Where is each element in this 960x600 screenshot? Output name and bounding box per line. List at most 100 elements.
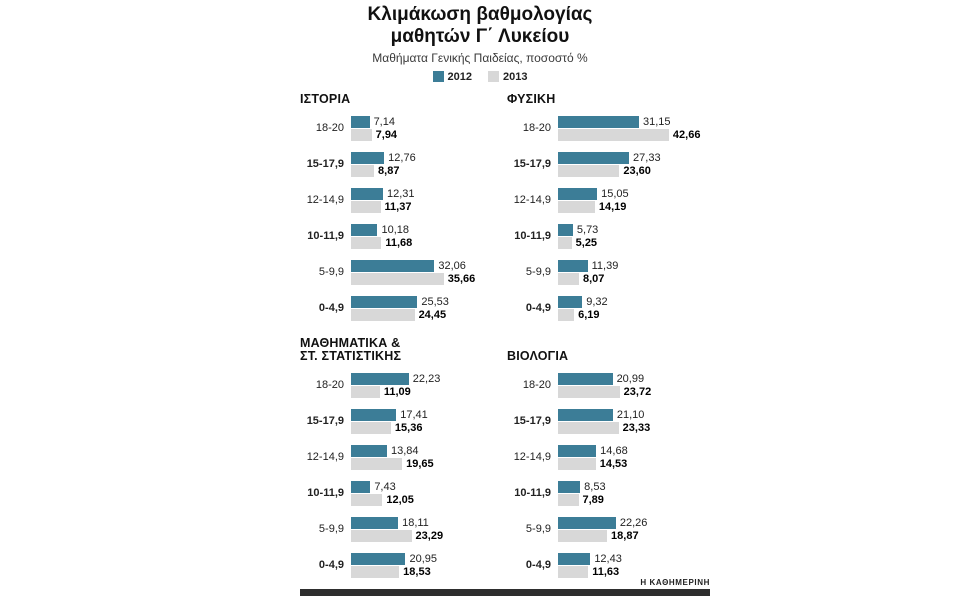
value-2013: 6,19 xyxy=(578,308,600,321)
chart-panel-title: ΙΣΤΟΡΙΑ xyxy=(300,92,351,107)
bar-group: 7,14 7,94 xyxy=(351,115,505,142)
value-2013: 15,36 xyxy=(394,421,423,434)
bar-line-2012: 8,53 xyxy=(558,480,712,493)
bar-line-2013: 12,05 xyxy=(351,493,505,506)
value-2012: 12,31 xyxy=(387,187,415,200)
bar-line-2013: 6,19 xyxy=(558,308,712,321)
charts-grid: ΙΣΤΟΡΙΑ 18-20 7,14 7,94 15-17,9 12,76 8,87 12-1… xyxy=(300,92,712,583)
bar-2012 xyxy=(351,516,399,529)
bar-group: 20,99 23,72 xyxy=(558,372,712,399)
bar-line-2013: 24,45 xyxy=(351,308,505,321)
bar-group: 17,41 15,36 xyxy=(351,408,505,435)
bar-2012 xyxy=(558,516,616,529)
value-2013: 42,66 xyxy=(672,128,701,141)
chart-row: 5-9,9 32,06 35,66 xyxy=(300,254,505,290)
bar-2013 xyxy=(558,385,620,398)
chart-row: 15-17,9 27,33 23,60 xyxy=(507,146,712,182)
legend-swatch-2012 xyxy=(432,71,444,83)
bar-2012 xyxy=(558,552,591,565)
chart-row: 10-11,9 10,18 11,68 xyxy=(300,218,505,254)
value-2013: 8,07 xyxy=(582,272,605,285)
bar-line-2012: 13,84 xyxy=(351,444,505,457)
bar-2012 xyxy=(351,444,387,457)
value-2013: 5,25 xyxy=(575,236,598,249)
bar-group: 7,43 12,05 xyxy=(351,480,505,507)
bar-line-2013: 42,66 xyxy=(558,128,712,141)
brand-label: Η ΚΑΘΗΜΕΡΙΝΗ xyxy=(640,578,710,587)
bar-2012 xyxy=(558,408,613,421)
bar-2013 xyxy=(351,529,412,542)
chart-row: 5-9,9 22,26 18,87 xyxy=(507,511,712,547)
bar-2013 xyxy=(558,200,595,213)
value-2012: 20,99 xyxy=(616,372,645,385)
footer-bar xyxy=(300,589,710,596)
chart-panel-title: ΜΑΘΗΜΑΤΙΚΑ & ΣΤ. ΣΤΑΤΙΣΤΙΚΗΣ xyxy=(300,335,402,364)
bar-line-2012: 12,31 xyxy=(351,187,505,200)
bar-line-2013: 18,53 xyxy=(351,565,505,578)
value-2012: 17,41 xyxy=(400,408,428,421)
value-2012: 12,43 xyxy=(594,552,622,565)
value-2012: 7,14 xyxy=(373,115,395,128)
bar-2012 xyxy=(558,151,630,164)
chart-title: Κλιμάκωση βαθμολογίας μαθητών Γ΄ Λυκείου xyxy=(0,4,960,48)
value-2012: 31,15 xyxy=(642,115,671,128)
value-2013: 7,94 xyxy=(375,128,398,141)
bar-2012 xyxy=(351,480,371,493)
chart-row: 12-14,9 15,05 14,19 xyxy=(507,182,712,218)
chart-header: Κλιμάκωση βαθμολογίας μαθητών Γ΄ Λυκείου… xyxy=(0,0,960,83)
bar-2013 xyxy=(558,308,575,321)
value-2013: 23,33 xyxy=(622,421,651,434)
chart-row: 0-4,9 9,32 6,19 xyxy=(507,290,712,326)
bar-group: 12,31 11,37 xyxy=(351,187,505,214)
value-2012: 20,95 xyxy=(409,552,437,565)
bar-line-2013: 23,72 xyxy=(558,385,712,398)
category-label: 12-14,9 xyxy=(513,451,551,463)
value-2012: 10,18 xyxy=(381,223,409,236)
bar-2013 xyxy=(558,565,589,578)
bar-line-2012: 20,99 xyxy=(558,372,712,385)
value-2013: 18,53 xyxy=(403,565,431,578)
chart-row: 18-20 20,99 23,72 xyxy=(507,367,712,403)
value-2013: 23,72 xyxy=(623,385,652,398)
value-2013: 24,45 xyxy=(418,308,447,321)
bar-2012 xyxy=(558,372,613,385)
legend: 2012 2013 xyxy=(0,71,960,83)
bar-group: 27,33 23,60 xyxy=(558,151,712,178)
chart-row: 15-17,9 12,76 8,87 xyxy=(300,146,505,182)
bar-2013 xyxy=(558,421,619,434)
bar-2012 xyxy=(351,295,418,308)
bar-group: 20,95 18,53 xyxy=(351,552,505,579)
value-2012: 11,39 xyxy=(591,259,619,272)
bar-group: 12,43 11,63 xyxy=(558,552,712,579)
bar-group: 32,06 35,66 xyxy=(351,259,505,286)
bar-line-2013: 11,37 xyxy=(351,200,505,213)
category-label: 18-20 xyxy=(315,379,344,391)
chart-row: 10-11,9 8,53 7,89 xyxy=(507,475,712,511)
chart-subtitle: Μαθήματα Γενικής Παιδείας, ποσοστό % xyxy=(372,50,588,65)
bar-line-2012: 7,43 xyxy=(351,480,505,493)
chart-panel: ΜΑΘΗΜΑΤΙΚΑ & ΣΤ. ΣΤΑΤΙΣΤΙΚΗΣ 18-20 22,23 11… xyxy=(300,336,505,583)
category-label: 5-9,9 xyxy=(318,266,344,278)
bar-group: 22,23 11,09 xyxy=(351,372,505,399)
bar-2012 xyxy=(351,552,406,565)
bar-group: 15,05 14,19 xyxy=(558,187,712,214)
bar-group: 8,53 7,89 xyxy=(558,480,712,507)
bar-group: 31,15 42,66 xyxy=(558,115,712,142)
value-2013: 35,66 xyxy=(447,272,476,285)
category-label: 0-4,9 xyxy=(318,302,344,314)
bar-line-2013: 11,63 xyxy=(558,565,712,578)
category-label: 12-14,9 xyxy=(513,194,551,206)
bar-2012 xyxy=(558,115,639,128)
bar-line-2012: 17,41 xyxy=(351,408,505,421)
bar-line-2013: 8,07 xyxy=(558,272,712,285)
legend-item-2013: 2013 xyxy=(488,71,527,83)
bar-2012 xyxy=(351,151,385,164)
chart-row: 0-4,9 20,95 18,53 xyxy=(300,547,505,583)
bar-group: 22,26 18,87 xyxy=(558,516,712,543)
bar-2013 xyxy=(558,236,572,249)
bar-2012 xyxy=(558,480,581,493)
value-2012: 32,06 xyxy=(438,259,466,272)
bar-line-2012: 15,05 xyxy=(558,187,712,200)
chart-panel-title: ΒΙΟΛΟΓΙΑ xyxy=(507,349,569,364)
